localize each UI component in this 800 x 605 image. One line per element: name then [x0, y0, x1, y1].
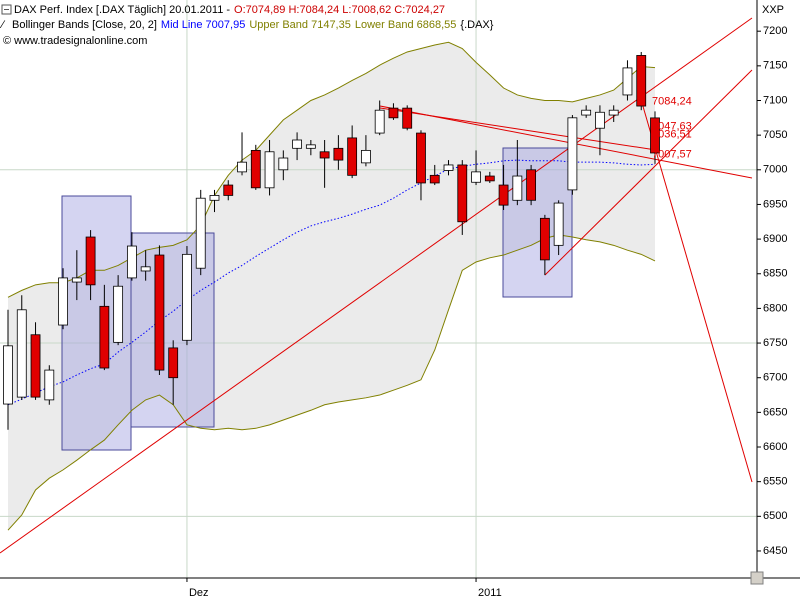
candle-body [402, 107, 413, 129]
candle-body [429, 174, 440, 184]
candle-body [608, 109, 619, 116]
candle-body [154, 254, 165, 371]
candle-body [374, 109, 385, 134]
indicator-icon: ∕ [0, 19, 6, 31]
candle-body [209, 195, 220, 201]
trend-line [544, 69, 753, 276]
candle-body [581, 109, 592, 116]
candle-body [30, 334, 41, 398]
candle-body [471, 171, 481, 183]
candle-body [44, 369, 55, 401]
candle-body [113, 285, 124, 343]
x-tick-label: Dez [189, 587, 209, 599]
price-label: 7084,24 [652, 95, 692, 107]
y-tick-label: 6500 [763, 510, 787, 522]
candle-body [250, 149, 261, 189]
legend-entry: Mid Line 7007,95 [161, 19, 245, 31]
candle-body [58, 277, 68, 326]
candle-body [595, 111, 605, 129]
band-fill [8, 42, 655, 531]
trend-line [379, 107, 657, 151]
candle-body [264, 151, 275, 189]
candle-body [85, 236, 96, 286]
candle-body [292, 139, 302, 149]
axis-unit: XXP [762, 4, 784, 16]
y-tick-label: 6800 [763, 302, 787, 314]
candle-body [636, 55, 647, 107]
candle-body [71, 277, 82, 283]
candle-body [416, 132, 426, 184]
scroll-button[interactable] [750, 571, 764, 585]
y-tick-label: 6900 [763, 233, 787, 245]
candle-body [99, 305, 110, 369]
legend-entry: Lower Band 6868,55 [355, 19, 457, 31]
candle-body [3, 345, 13, 405]
y-tick-label: 6850 [763, 268, 787, 280]
candle-body [457, 164, 468, 223]
symbol: {.DAX} [460, 19, 493, 31]
y-tick-label: 6700 [763, 372, 787, 384]
indicator-name: Bollinger Bands [Close, 20, 2] [12, 19, 157, 31]
chart-title: DAX Perf. Index [.DAX Täglich] 20.01.201… [14, 4, 230, 16]
candle-body [512, 175, 523, 201]
band-line [7, 41, 656, 298]
mid-line [7, 159, 656, 406]
candle-body [539, 217, 550, 261]
price-label: 7047,63 [652, 121, 692, 133]
candle-body [195, 197, 206, 269]
ohlc-text: O:7074,89 H:7084,24 L:7008,62 C:7024,27 [234, 4, 445, 16]
candle-body [168, 347, 179, 379]
y-tick-label: 6750 [763, 337, 787, 349]
candle-body [223, 184, 234, 196]
trend-line [0, 17, 753, 554]
y-tick-label: 7200 [763, 25, 787, 37]
price-label: 7036,51 [652, 128, 692, 140]
y-tick-label: 6600 [763, 441, 787, 453]
candle-body [319, 151, 330, 159]
candle-body [16, 309, 27, 398]
candle-body [347, 137, 358, 176]
y-tick-label: 6650 [763, 406, 787, 418]
x-tick-label: 2011 [478, 587, 502, 599]
candle-body [361, 149, 371, 164]
candle-body [567, 117, 578, 191]
trend-line [639, 95, 753, 483]
candle-body [498, 184, 509, 206]
candle-body [182, 253, 192, 341]
candle-body [140, 266, 151, 272]
candle-body [484, 175, 495, 182]
y-tick-label: 6550 [763, 476, 787, 488]
y-tick-label: 6450 [763, 545, 787, 557]
candle-body [278, 157, 289, 171]
legend-entry: Upper Band 7147,35 [249, 19, 351, 31]
copyright: © www.tradesignalonline.com [3, 35, 147, 47]
y-tick-label: 7100 [763, 94, 787, 106]
candle-body [443, 164, 454, 171]
y-tick-label: 6950 [763, 198, 787, 210]
y-tick-label: 7000 [763, 164, 787, 176]
candle-body [622, 67, 633, 96]
candle-body [650, 117, 660, 154]
candle-body [526, 169, 537, 201]
y-tick-label: 7150 [763, 60, 787, 72]
candle-body [126, 245, 137, 279]
candle-body [305, 144, 316, 149]
y-tick-label: 7050 [763, 129, 787, 141]
candle-body [333, 147, 344, 161]
price-label: 7007,57 [652, 148, 692, 160]
candle-body [388, 107, 399, 119]
candle-body [553, 202, 564, 246]
candle-body [237, 161, 247, 173]
trend-line [379, 105, 753, 179]
